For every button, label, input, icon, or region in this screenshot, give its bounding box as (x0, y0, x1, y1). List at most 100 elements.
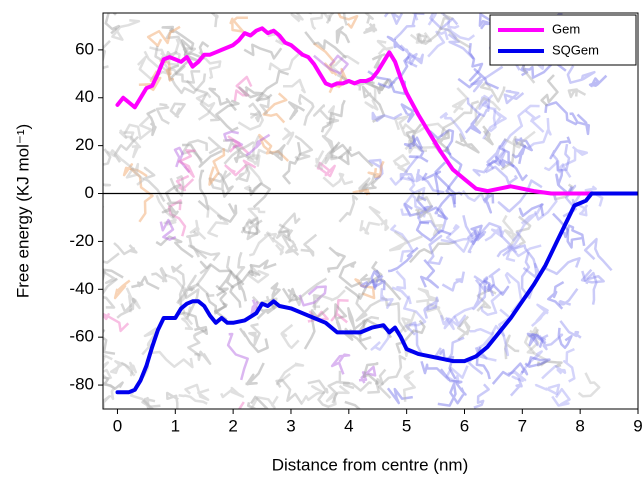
background-strand (246, 154, 261, 167)
background-strand (581, 270, 598, 305)
background-strand (502, 214, 518, 248)
background-strand (124, 135, 142, 159)
background-strand (216, 270, 235, 297)
background-strand (400, 186, 426, 216)
x-tick-label: 4 (344, 416, 353, 435)
background-strand (282, 127, 295, 146)
y-tick-label: -40 (69, 279, 94, 298)
background-strand (500, 135, 525, 171)
background-strand (404, 52, 424, 68)
background-strand (177, 149, 196, 178)
background-strand (526, 326, 540, 355)
background-strand (281, 235, 300, 256)
background-strand (125, 162, 145, 186)
background-strand (368, 205, 390, 232)
background-strand (502, 244, 538, 269)
background-strand (462, 215, 487, 242)
background-strand (330, 54, 360, 85)
background-strand (301, 385, 325, 404)
background-strand (399, 155, 419, 183)
background-image (103, 13, 613, 409)
background-strand (175, 174, 195, 192)
background-strand (559, 320, 582, 339)
x-tick-label: 3 (286, 416, 295, 435)
background-strand (275, 223, 294, 239)
background-strand (344, 400, 361, 409)
background-strand (415, 168, 445, 194)
x-tick-label: 6 (460, 416, 469, 435)
background-strand (509, 377, 523, 397)
background-strand (466, 97, 491, 117)
background-strand (245, 133, 271, 157)
background-strand (131, 275, 160, 291)
background-strand (434, 161, 457, 208)
background-strand (246, 395, 269, 409)
background-strand (482, 193, 495, 214)
background-strand (415, 13, 459, 30)
background-strand (248, 182, 272, 209)
background-strand (498, 138, 529, 182)
background-strand (281, 287, 301, 303)
x-tick-label: 9 (633, 416, 642, 435)
legend-box (489, 14, 637, 66)
background-strand (525, 109, 545, 133)
background-strand (316, 161, 336, 178)
background-strand (313, 42, 338, 77)
background-strand (447, 33, 475, 60)
background-strand (511, 144, 527, 165)
background-strand (456, 315, 471, 341)
background-strand (369, 260, 402, 301)
background-strand (173, 146, 191, 174)
background-strand (215, 99, 240, 132)
background-strand (189, 219, 207, 241)
background-strand (412, 195, 427, 220)
background-strand (440, 233, 486, 244)
background-strand (524, 356, 551, 368)
background-strand (169, 175, 185, 197)
background-strand (155, 194, 177, 226)
background-strand (159, 59, 175, 82)
background-strand (198, 51, 222, 80)
background-strand (248, 395, 279, 409)
background-strand (352, 188, 371, 196)
background-strand (416, 298, 446, 321)
background-strand (355, 292, 381, 322)
background-strand (113, 135, 139, 163)
background-strand (484, 227, 505, 242)
background-strand (249, 135, 267, 160)
background-strand (371, 78, 396, 92)
background-strand (427, 30, 449, 58)
background-strand (543, 160, 565, 174)
background-strand (207, 136, 234, 155)
background-strand (530, 303, 549, 328)
background-strand (520, 251, 535, 300)
background-strand (154, 45, 178, 63)
background-strand (497, 179, 543, 213)
background-strand (577, 372, 601, 398)
background-strand (482, 125, 494, 146)
background-strand (125, 287, 141, 313)
background-strand (111, 19, 141, 41)
background-strand (164, 273, 193, 305)
background-strand (479, 81, 506, 103)
background-strand (103, 277, 119, 309)
background-strand (103, 376, 124, 390)
background-strand (547, 281, 565, 310)
background-strand (505, 244, 521, 263)
background-strand (437, 382, 465, 407)
background-strand (417, 287, 439, 302)
background-strand (307, 379, 330, 409)
background-strand (534, 192, 558, 221)
background-strand (327, 246, 346, 273)
background-strand (314, 150, 328, 170)
background-strand (229, 269, 261, 308)
background-strand (544, 101, 578, 126)
background-strand (103, 329, 116, 355)
background-strand (544, 257, 581, 276)
background-strand (552, 212, 582, 249)
background-strand (440, 100, 480, 138)
background-strand (119, 129, 135, 143)
background-strand (371, 111, 403, 123)
background-strand (383, 13, 404, 25)
background-strand (474, 97, 502, 127)
